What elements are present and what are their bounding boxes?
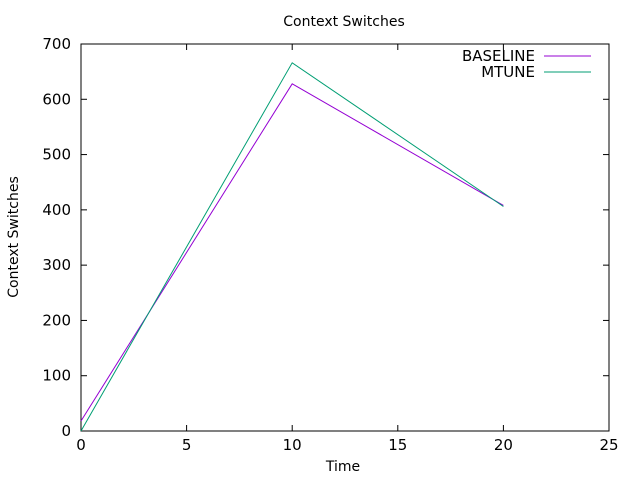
y-tick-label: 400: [42, 201, 71, 219]
axis-ticks: 0 5 10 15 20 25 0 100 200 300 400 500 600 700: [42, 35, 618, 454]
y-tick-label: 500: [42, 146, 71, 164]
x-axis-title: Time: [325, 459, 360, 475]
series-line-baseline: [80, 83, 504, 422]
legend-label-mtune: MTUNE: [481, 63, 535, 81]
chart-title: Context Switches: [283, 14, 405, 30]
series-layer: [80, 62, 504, 432]
y-tick-label: 0: [61, 422, 71, 440]
y-tick-label: 700: [42, 35, 71, 53]
x-tick-label: 15: [388, 436, 407, 454]
x-tick-label: 5: [182, 436, 192, 454]
x-tick-label: 25: [599, 436, 618, 454]
x-tick-label: 10: [283, 436, 302, 454]
y-tick-label: 100: [42, 367, 71, 385]
y-tick-label: 300: [42, 256, 71, 274]
y-tick-label: 200: [42, 311, 71, 329]
legend-label-baseline: BASELINE: [462, 47, 535, 65]
x-tick-label: 20: [494, 436, 513, 454]
y-tick-label: 600: [42, 90, 71, 108]
x-tick-label: 0: [76, 436, 86, 454]
plot-frame: [80, 43, 610, 432]
y-axis-title: Context Switches: [6, 176, 22, 298]
series-line-mtune: [80, 62, 504, 432]
